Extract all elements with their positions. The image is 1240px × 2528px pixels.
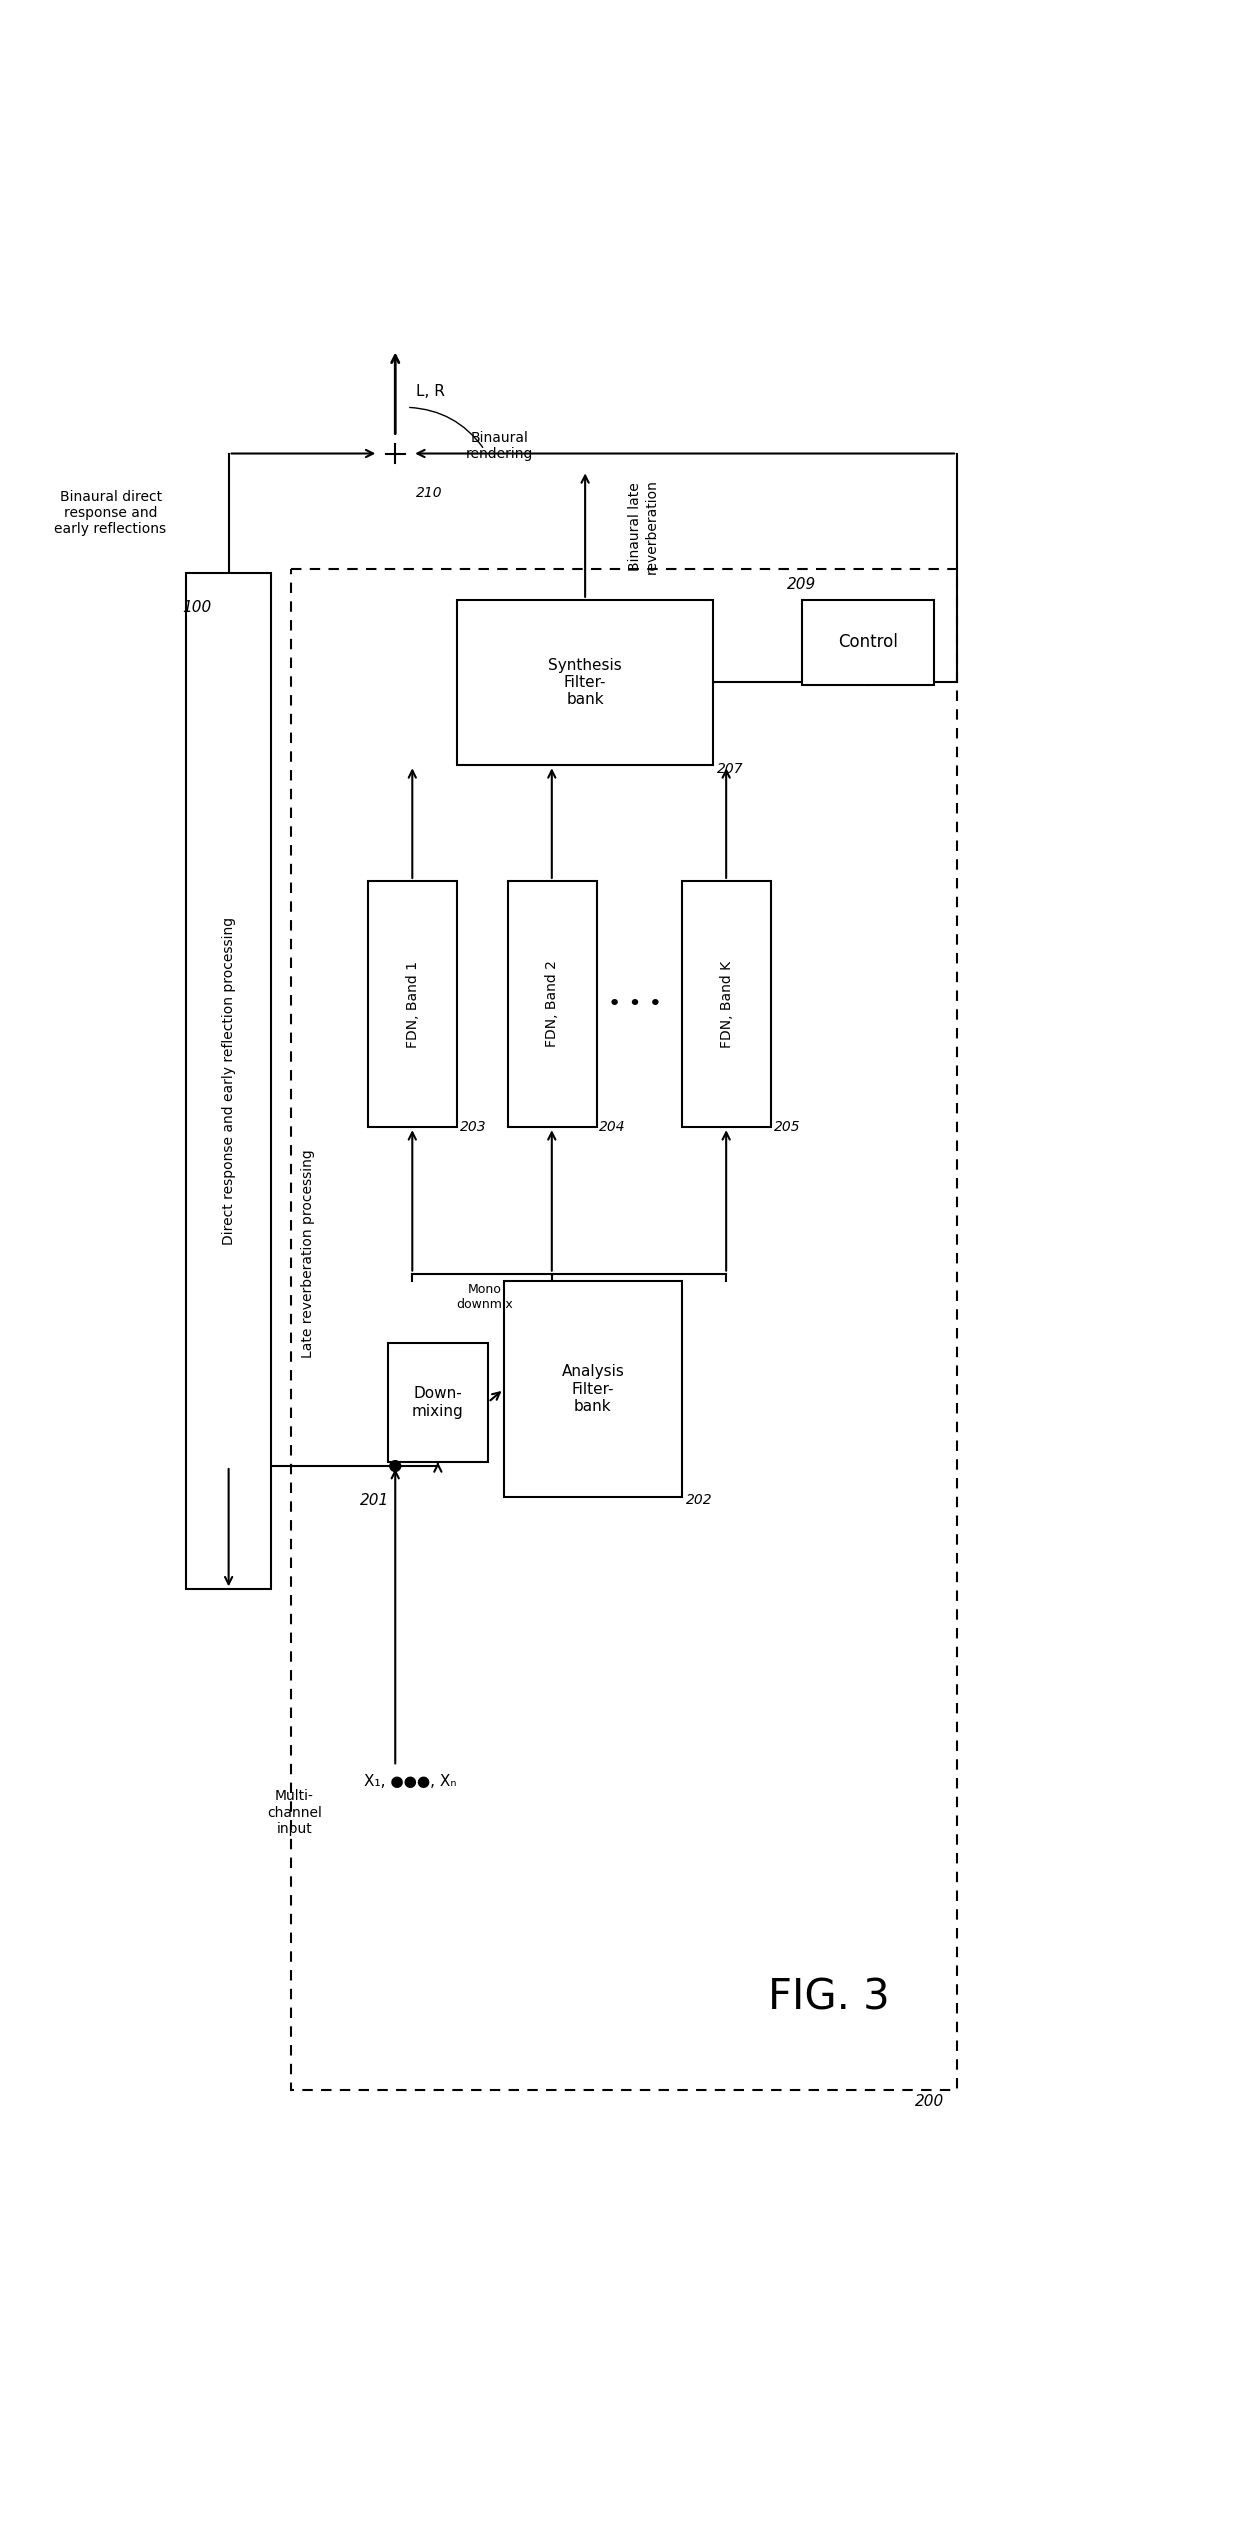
Text: Analysis
Filter-
bank: Analysis Filter- bank: [562, 1365, 624, 1413]
Text: Binaural
rendering: Binaural rendering: [466, 430, 533, 460]
Text: Direct response and early reflection processing: Direct response and early reflection pro…: [222, 918, 236, 1246]
Text: 200: 200: [915, 2093, 944, 2108]
Text: 203: 203: [460, 1120, 486, 1133]
Text: 210: 210: [417, 485, 443, 501]
Circle shape: [389, 1461, 401, 1471]
Text: 100: 100: [182, 599, 211, 614]
Text: Late reverberation processing: Late reverberation processing: [300, 1148, 315, 1358]
Bar: [458, 599, 713, 766]
Text: X₁, ●●●, Xₙ: X₁, ●●●, Xₙ: [365, 1775, 458, 1790]
Text: FDN, Band 1: FDN, Band 1: [405, 961, 419, 1047]
Text: Down-
mixing: Down- mixing: [412, 1385, 464, 1418]
Text: Binaural direct
response and
early reflections: Binaural direct response and early refle…: [55, 490, 166, 536]
Text: FIG. 3: FIG. 3: [769, 1977, 890, 2017]
Bar: [186, 574, 272, 1590]
Bar: [290, 569, 957, 2091]
Circle shape: [378, 437, 412, 470]
Text: Control: Control: [838, 632, 898, 652]
Bar: [503, 1282, 682, 1497]
Text: Binaural late
reverberation: Binaural late reverberation: [629, 480, 658, 574]
Text: • • •: • • •: [609, 994, 662, 1014]
Bar: [802, 599, 934, 685]
Bar: [507, 880, 596, 1127]
Text: Synthesis
Filter-
bank: Synthesis Filter- bank: [548, 657, 622, 708]
Text: 201: 201: [361, 1494, 389, 1509]
Text: 204: 204: [599, 1120, 626, 1133]
Bar: [387, 1342, 489, 1461]
Text: FDN, Band K: FDN, Band K: [719, 961, 734, 1047]
Bar: [368, 880, 458, 1127]
Text: L, R: L, R: [415, 384, 445, 399]
Text: FDN, Band 2: FDN, Band 2: [546, 961, 559, 1047]
Bar: [682, 880, 771, 1127]
Text: 209: 209: [786, 576, 816, 592]
Text: 207: 207: [717, 761, 744, 776]
Text: Multi-
channel
input: Multi- channel input: [267, 1790, 322, 1835]
Text: Mono
downmix: Mono downmix: [456, 1282, 513, 1310]
Text: 202: 202: [686, 1494, 713, 1507]
Text: 205: 205: [774, 1120, 800, 1133]
